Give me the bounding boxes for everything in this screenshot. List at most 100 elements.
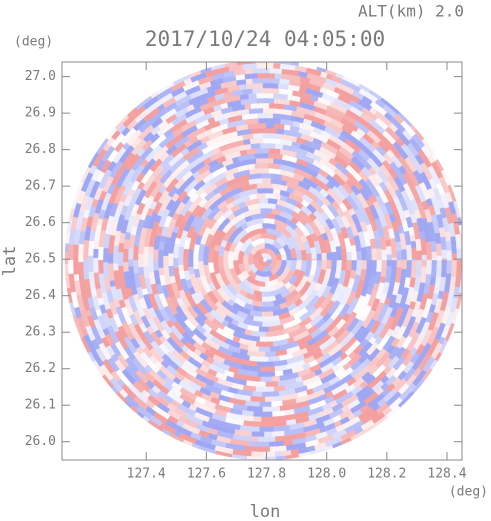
- radar-cell: [331, 259, 338, 271]
- radar-cell: [456, 248, 462, 261]
- radar-cell: [227, 250, 235, 270]
- radar-cell: [263, 137, 282, 145]
- y-tick-label: 26.5: [25, 252, 56, 267]
- radar-cell: [265, 381, 279, 388]
- radar-cell: [258, 346, 271, 353]
- radar-cell: [250, 451, 262, 458]
- radar-cell: [147, 252, 154, 273]
- radar-cell: [122, 261, 129, 272]
- radar-cell: [361, 259, 368, 270]
- x-tick-label: 128.4: [427, 467, 466, 482]
- radar-cell: [411, 247, 418, 259]
- y-tick-label: 26.1: [25, 398, 56, 413]
- x-tick-label: 127.8: [247, 467, 286, 482]
- radar-cell: [102, 247, 109, 263]
- radar-cell: [262, 107, 275, 114]
- x-tick-label: 128.2: [367, 467, 406, 482]
- radar-cell: [127, 259, 134, 267]
- y-unit: (deg): [14, 35, 53, 50]
- radar-cell: [137, 266, 145, 275]
- radar-cell: [258, 202, 277, 210]
- radar-cell: [371, 248, 378, 261]
- radar-cell: [102, 261, 110, 278]
- radar-cell: [252, 132, 263, 139]
- radar-cell: [331, 251, 338, 261]
- radar-cell: [416, 250, 423, 261]
- radar-cell: [93, 239, 100, 250]
- radar-cell: [224, 62, 238, 68]
- radar-cell: [252, 87, 261, 94]
- radar-cell: [263, 97, 275, 104]
- radar-cell: [316, 259, 323, 268]
- radar-cell: [258, 326, 270, 333]
- plot-frame: [61, 61, 463, 461]
- y-tick-label: 26.6: [25, 215, 56, 230]
- radar-cell: [122, 248, 129, 263]
- radar-cell: [249, 137, 264, 145]
- radar-cell: [381, 249, 388, 261]
- radar-cell: [260, 421, 275, 428]
- radar-cell: [274, 73, 283, 79]
- radar-cell: [411, 258, 418, 261]
- radar-cell: [132, 259, 139, 274]
- radar-cell: [346, 251, 353, 261]
- radar-cell: [266, 122, 275, 129]
- radar-cell: [291, 258, 298, 261]
- radar-cell: [320, 259, 328, 271]
- radar-cell: [415, 259, 423, 278]
- radar-cell: [172, 257, 179, 269]
- radar-cell: [386, 245, 393, 256]
- radar-cell: [152, 260, 159, 271]
- radar-cell: [245, 78, 253, 85]
- radar-cell: [264, 396, 274, 403]
- radar-cell: [440, 259, 448, 278]
- radar-cell: [255, 386, 275, 393]
- radar-cell: [259, 401, 272, 408]
- radar-cell: [260, 416, 277, 423]
- radar-cell: [244, 103, 252, 110]
- radar-cell: [132, 245, 139, 260]
- radar-cell: [258, 306, 271, 313]
- radar-cell: [456, 259, 462, 276]
- radar-cell: [251, 431, 265, 438]
- radar-cell: [152, 248, 159, 262]
- radar-cell: [256, 361, 275, 368]
- y-tick-label: 26.8: [25, 142, 56, 157]
- radar-cell: [92, 248, 99, 258]
- radar-cell: [351, 259, 358, 271]
- radar-cell: [257, 72, 276, 79]
- radar-cell: [258, 426, 275, 433]
- radar-cell: [260, 376, 273, 383]
- radar-cell: [254, 162, 269, 169]
- radar-cell: [356, 250, 363, 261]
- radar-cell: [147, 246, 155, 254]
- radar-cell: [256, 371, 276, 378]
- radar-cell: [255, 341, 274, 348]
- radar-cell: [157, 249, 164, 269]
- radar-cell: [401, 259, 408, 270]
- radar-cell: [112, 245, 119, 264]
- radar-cell: [401, 249, 408, 260]
- radar-cell: [405, 244, 413, 261]
- radar-cell: [275, 455, 287, 460]
- radar-cell: [386, 254, 393, 261]
- radar-cell: [257, 187, 275, 194]
- radar-cell: [259, 366, 276, 373]
- radar-cell: [64, 263, 69, 273]
- radar-cell: [250, 127, 263, 135]
- radar-cell: [431, 251, 438, 259]
- radar-cell: [258, 117, 268, 124]
- radar-cell: [273, 62, 281, 69]
- radar-cell: [269, 67, 283, 75]
- radar-cell: [263, 431, 273, 438]
- radar-cell: [265, 192, 274, 199]
- radar-cell: [255, 157, 275, 164]
- chart-title: 2017/10/24 04:05:00: [145, 27, 385, 51]
- radar-cell: [187, 249, 194, 268]
- radar-cell: [445, 240, 453, 252]
- radar-cell: [236, 62, 256, 66]
- radar-cell: [272, 395, 283, 402]
- radar-cell: [77, 243, 84, 263]
- radar-cell: [261, 127, 278, 134]
